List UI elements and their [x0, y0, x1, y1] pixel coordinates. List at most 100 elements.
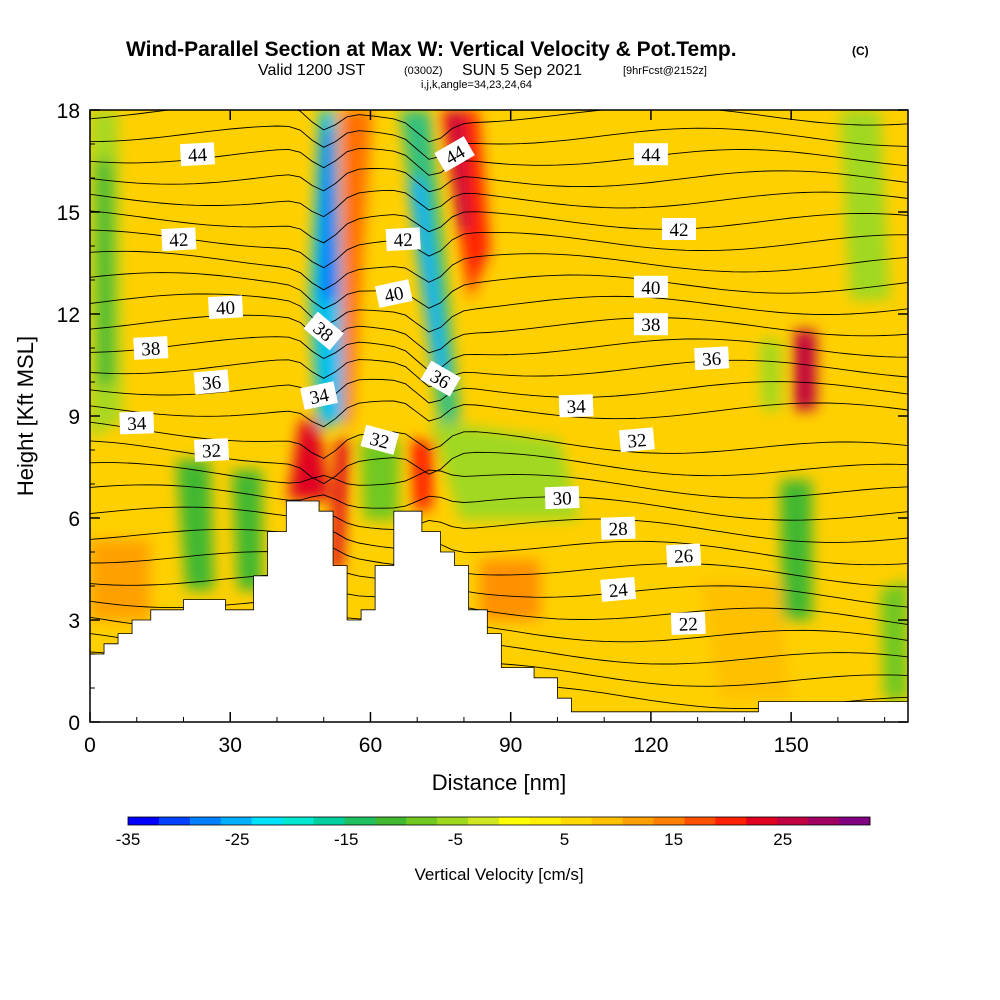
grid-indices: i,j,k,angle=34,23,24,64: [421, 79, 532, 91]
theta-label: 24: [600, 576, 637, 603]
colorbar: [127, 816, 871, 826]
theta-label-box: [618, 427, 655, 453]
theta-label-text: 38: [141, 339, 161, 361]
colorbar-swatch: [344, 817, 376, 825]
colorbar-swatch: [468, 817, 500, 825]
theta-label-text: 44: [641, 145, 661, 166]
velocity-region: [96, 160, 114, 390]
chart-title-suffix: (C): [852, 44, 869, 58]
colorbar-swatch: [622, 817, 655, 825]
colorbar-swatch: [282, 817, 314, 825]
theta-contour: [90, 484, 908, 521]
theta-label-text: 40: [641, 278, 660, 299]
theta-label-box: [208, 295, 244, 320]
velocity-region: [760, 340, 780, 410]
colorbar-swatch: [777, 817, 809, 825]
theta-contour: [90, 336, 908, 372]
colorbar-swatch: [128, 817, 160, 825]
x-tick-label: 60: [359, 734, 382, 757]
colorbar-swatch: [529, 817, 562, 825]
theta-label-text: 42: [169, 230, 189, 252]
colorbar-swatch: [560, 817, 593, 825]
theta-label-box: [434, 136, 475, 173]
theta-label: 32: [618, 427, 655, 453]
theta-contour: [90, 168, 908, 193]
terrain: [90, 500, 908, 722]
x-tick-label: 120: [633, 734, 668, 757]
velocity-region: [330, 440, 350, 570]
theta-contour: [90, 506, 908, 543]
y-tick-label: 3: [68, 610, 80, 633]
theta-contour: [90, 189, 908, 218]
colorbar-tick-label: 5: [560, 830, 569, 849]
theta-label: 44: [179, 142, 216, 167]
theta-label: 32: [360, 424, 400, 455]
y-tick-label: 15: [57, 202, 80, 225]
theta-contour: [90, 586, 908, 625]
velocity-region: [794, 330, 816, 410]
chart-title: Wind-Parallel Section at Max W: Vertical…: [126, 38, 737, 61]
theta-label: 34: [558, 394, 594, 418]
theta-label-text: 42: [669, 220, 688, 241]
theta-label: 26: [666, 543, 702, 568]
colorbar-swatch: [189, 817, 222, 825]
colorbar-swatch: [375, 817, 407, 825]
theta-label-text: 26: [674, 546, 694, 568]
theta-label-box: [385, 227, 421, 252]
velocity-field: [90, 110, 908, 700]
theta-label-box: [360, 424, 400, 455]
theta-label-text: 24: [608, 580, 629, 603]
theta-label: 42: [161, 227, 197, 252]
velocity-region: [880, 580, 908, 700]
theta-label: 44: [434, 136, 475, 173]
valid-date: SUN 5 Sep 2021: [462, 62, 582, 79]
plot-area: 44 42 40 38 36 34 32 38 34 42 40 44 36 32 34 30 28 26 24 22…: [90, 110, 908, 722]
theta-label-text: 36: [702, 349, 722, 371]
theta-label-text: 42: [393, 230, 413, 252]
theta-label: 40: [374, 279, 413, 308]
theta-label-box: [633, 313, 668, 336]
colorbar-tick-label: -15: [334, 830, 359, 849]
theta-contour: [90, 210, 908, 244]
velocity-region: [840, 110, 890, 300]
velocity-region: [780, 480, 812, 620]
colorbar-swatch: [499, 817, 531, 825]
theta-label-text: 32: [627, 430, 648, 453]
theta-contour: [90, 544, 908, 588]
y-tick-label: 6: [68, 508, 80, 531]
theta-label-text: 34: [308, 385, 331, 410]
velocity-region: [430, 420, 580, 520]
theta-label-text: 36: [201, 372, 222, 395]
x-axis: 0 30 60 90 120 150: [84, 110, 886, 757]
theta-contour: [90, 110, 908, 143]
colorbar-swatch: [158, 817, 191, 825]
theta-label-box: [600, 516, 636, 540]
valid-zone: (0300Z): [404, 65, 443, 77]
theta-label-box: [420, 360, 461, 397]
theta-label: 32: [193, 438, 230, 462]
colorbar-swatch: [684, 817, 716, 825]
theta-contour: [90, 293, 908, 333]
colorbar-swatch: [406, 817, 438, 825]
theta-label-text: 44: [188, 145, 209, 167]
x-tick-label: 0: [84, 734, 96, 757]
colorbar-swatch: [715, 817, 747, 825]
velocity-region: [700, 580, 790, 700]
theta-contour: [90, 148, 908, 176]
y-tick-label: 0: [68, 712, 80, 735]
colorbar-tick-label: -25: [225, 830, 250, 849]
theta-label: 30: [544, 486, 580, 510]
theta-label: 22: [670, 611, 706, 636]
theta-label: 38: [133, 336, 169, 361]
colorbar-swatch: [591, 817, 624, 825]
theta-label-text: 40: [216, 298, 236, 320]
theta-label-box: [633, 275, 668, 298]
colorbar-swatch: [251, 817, 284, 825]
theta-label-box: [193, 438, 230, 462]
theta-label-text: 28: [608, 519, 628, 541]
theta-label: 28: [600, 516, 636, 541]
colorbar-swatch: [220, 817, 253, 825]
colorbar-swatch: [313, 817, 345, 825]
colorbar-swatch: [653, 817, 685, 825]
